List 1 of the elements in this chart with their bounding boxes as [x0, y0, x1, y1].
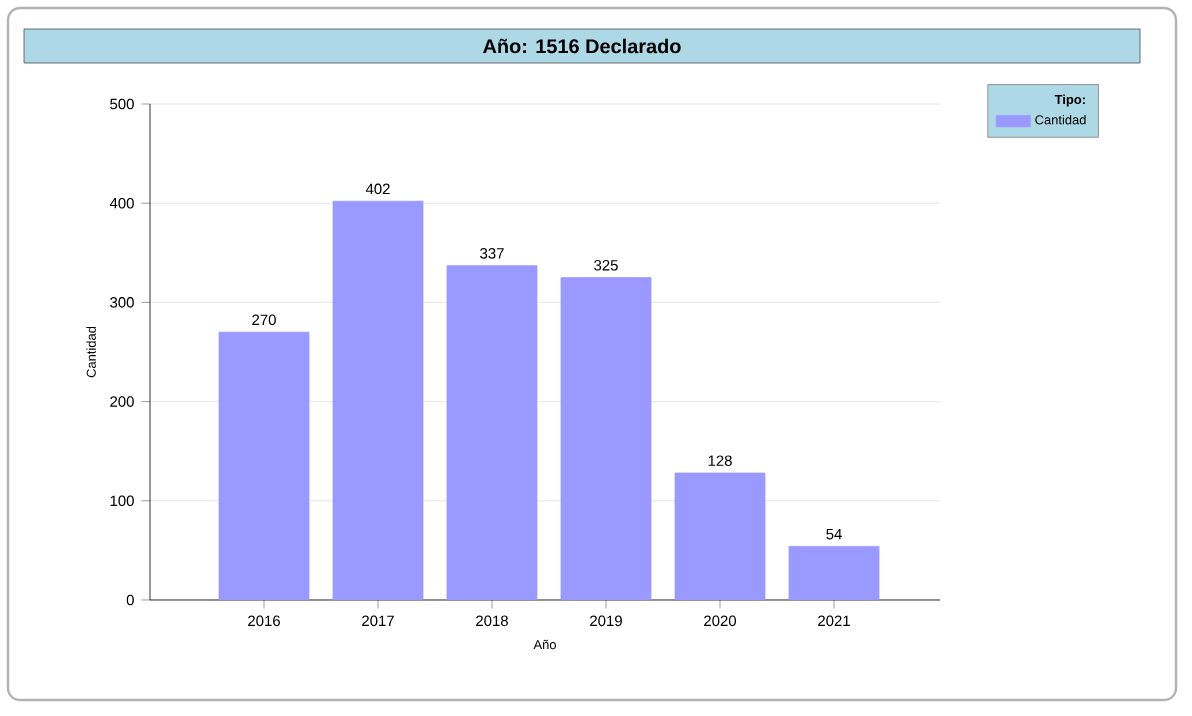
chart-title: Año: 1516 Declarado [483, 38, 681, 54]
